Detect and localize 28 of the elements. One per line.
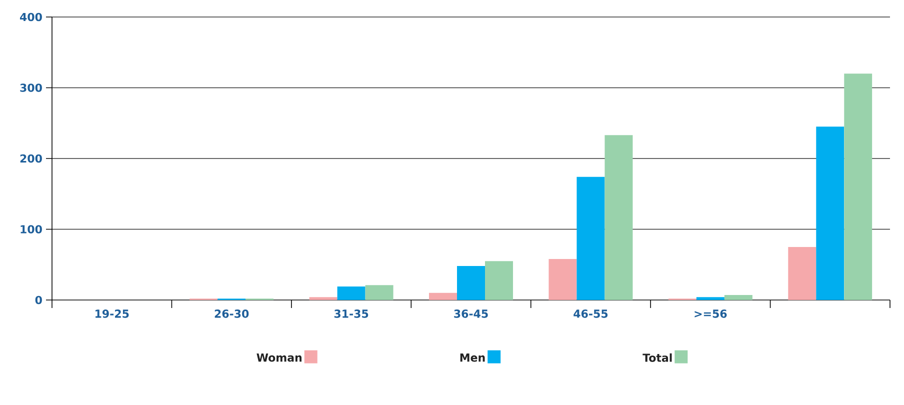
bar xyxy=(485,261,514,300)
bar xyxy=(696,297,724,300)
x-tick-label: 31-35 xyxy=(334,310,368,318)
x-tick-label: 36-45 xyxy=(454,310,488,318)
bar xyxy=(604,135,633,300)
bar xyxy=(429,292,457,300)
legend-label: Total xyxy=(642,353,672,362)
bar xyxy=(816,126,844,300)
y-tick-label: 300 xyxy=(20,84,42,92)
x-tick-label: >=56 xyxy=(694,310,727,318)
bar xyxy=(788,246,816,300)
y-tick-label: 200 xyxy=(20,154,42,163)
legend-label: Woman xyxy=(256,354,302,362)
x-tick-label: 46-55 xyxy=(574,310,608,318)
x-tick-label: 19-25 xyxy=(96,310,129,318)
bar xyxy=(548,258,577,300)
bar xyxy=(724,295,752,300)
bar xyxy=(457,266,485,300)
y-tick-label: 100 xyxy=(20,225,42,234)
x-tick-label: 26-30 xyxy=(214,310,249,318)
bar xyxy=(844,74,872,300)
bar xyxy=(576,176,605,300)
y-tick-label: 400 xyxy=(20,12,42,22)
legend-label: Men xyxy=(460,354,485,362)
y-tick-label: 0 xyxy=(35,296,42,304)
bar xyxy=(365,285,394,300)
bar xyxy=(337,286,366,300)
bar xyxy=(309,297,338,300)
